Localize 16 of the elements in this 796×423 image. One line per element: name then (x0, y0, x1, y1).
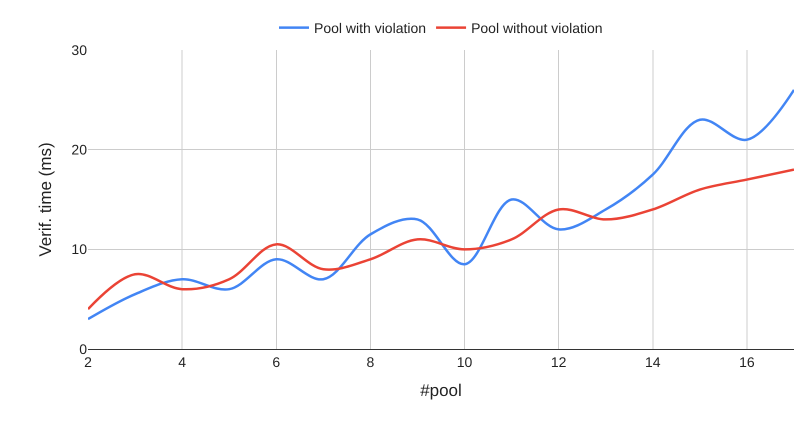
y-tick-label: 10 (71, 241, 88, 258)
line-series (88, 88, 794, 320)
legend-label: Pool with violation (314, 20, 426, 36)
y-tick-label: 30 (71, 42, 88, 58)
x-tick-label: 10 (456, 354, 473, 370)
legend-label: Pool without violation (471, 20, 603, 36)
x-tick-label: 4 (178, 354, 186, 370)
x-tick-label: 8 (366, 354, 374, 370)
x-tick-label: 6 (272, 354, 280, 370)
y-axis-title: Verif. time (ms) (36, 142, 55, 257)
line-series (88, 168, 794, 310)
x-axis-title: #pool (420, 381, 462, 400)
x-tick-label: 12 (550, 354, 567, 370)
y-tick-label: 20 (71, 142, 88, 158)
x-tick-label: 16 (739, 354, 755, 370)
x-tick-label: 14 (645, 354, 661, 370)
